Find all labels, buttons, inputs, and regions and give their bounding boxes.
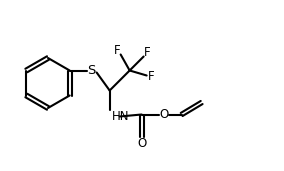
Text: S: S: [87, 64, 96, 77]
Text: F: F: [114, 44, 121, 57]
Text: O: O: [137, 137, 146, 150]
Text: O: O: [159, 108, 168, 121]
Text: HN: HN: [112, 110, 129, 123]
Text: F: F: [144, 46, 151, 59]
Text: F: F: [148, 70, 155, 83]
